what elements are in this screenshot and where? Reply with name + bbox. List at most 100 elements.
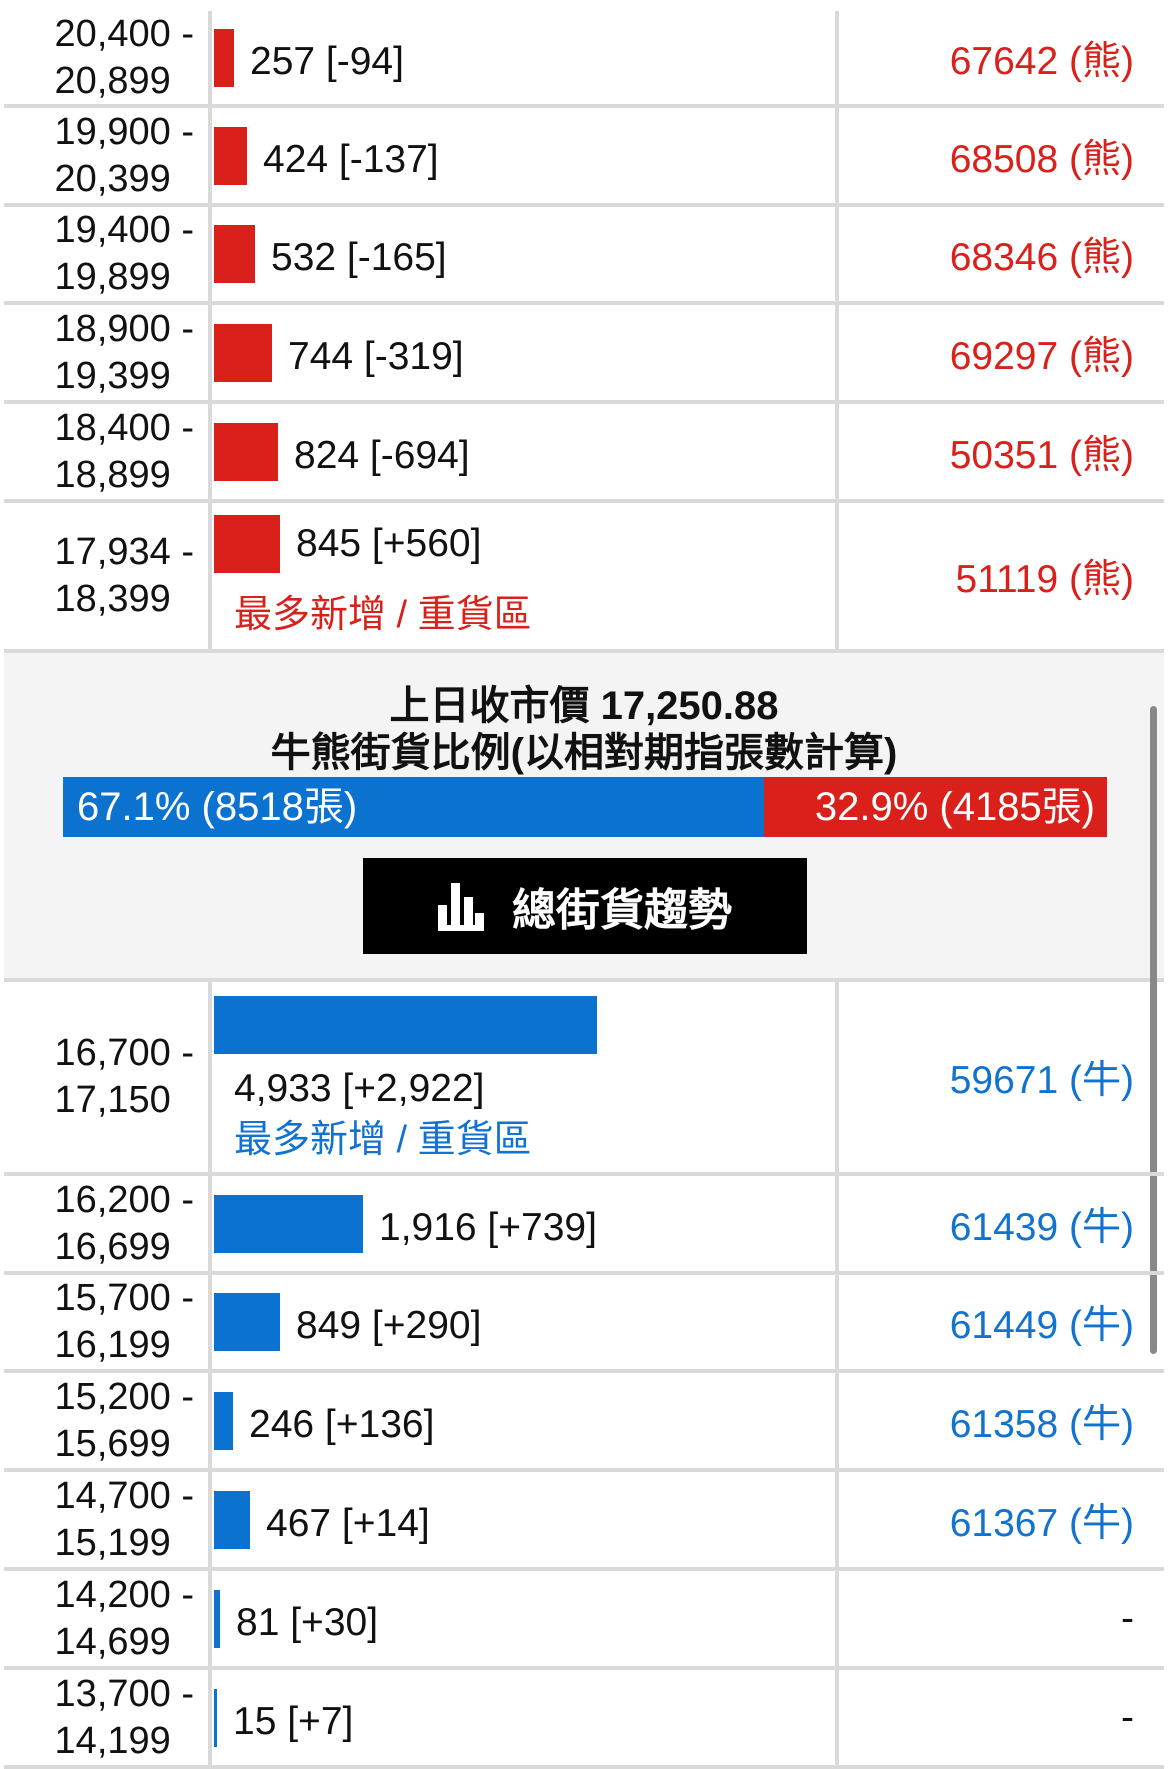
button-label: 總街貨趨勢 (512, 886, 732, 935)
bull-ratio: 67.1% (8518張) (63, 777, 764, 837)
strike-range-cell: 15,200 - 15,699 (4, 1373, 212, 1468)
outstanding-cell: 81 [+30] (212, 1571, 839, 1666)
contract-count: 51119 (熊) (955, 558, 1134, 601)
strike-range-cell: 18,900 - 19,399 (4, 305, 212, 400)
outstanding-bar (214, 29, 234, 87)
outstanding-amount: 81 [+30] (236, 1601, 379, 1644)
contract-count-cell: 61367 (牛) (839, 1472, 1164, 1567)
heavy-zone-note: 最多新增 / 重貨區 (234, 1119, 532, 1161)
strike-range-cell: 19,400 - 19,899 (4, 207, 212, 301)
contract-count: 59671 (牛) (949, 1059, 1134, 1102)
outstanding-amount: 424 [-137] (263, 138, 439, 181)
outstanding-bar (214, 324, 272, 382)
strike-range-cell: 13,700 - 14,199 (4, 1670, 212, 1765)
outstanding-amount: 744 [-319] (288, 335, 464, 378)
contract-count: - (1121, 1695, 1134, 1739)
outstanding-amount: 257 [-94] (250, 40, 404, 83)
outstanding-amount: 532 [-165] (271, 236, 447, 279)
scrollbar[interactable] (1150, 706, 1157, 1354)
contract-count-cell: 61439 (牛) (839, 1176, 1164, 1271)
outstanding-amount: 467 [+14] (266, 1502, 430, 1545)
strike-range: 19,900 - 20,399 (54, 110, 194, 200)
contract-count-cell: 61449 (牛) (839, 1275, 1164, 1369)
contract-count: 68508 (熊) (949, 137, 1134, 181)
contract-count: 69297 (熊) (949, 334, 1134, 378)
outstanding-cell: 849 [+290] (212, 1275, 839, 1369)
bull-table: 16,700 - 17,150 4,933 [+2,922] 最多新增 / 重貨區… (4, 982, 1164, 1769)
outstanding-amount: 1,916 [+739] (379, 1206, 597, 1249)
ratio-title: 牛熊街貨比例(以相對期指張數計算) (270, 731, 898, 775)
outstanding-bar (214, 1392, 233, 1450)
contract-count: 50351 (熊) (949, 433, 1134, 477)
strike-range-cell: 20,400 - 20,899 (4, 11, 212, 104)
table-row: 19,900 - 20,399 424 [-137] 68508 (熊) (4, 108, 1164, 207)
strike-range: 16,200 - 16,699 (54, 1178, 194, 1268)
outstanding-bar (214, 127, 247, 185)
table-row: 14,700 - 15,199 467 [+14] 61367 (牛) (4, 1472, 1164, 1571)
outstanding-cell: 824 [-694] (212, 404, 839, 499)
outstanding-amount: 824 [-694] (294, 434, 470, 477)
outstanding-cell: 4,933 [+2,922] 最多新增 / 重貨區 (212, 982, 839, 1172)
strike-range-cell: 14,700 - 15,199 (4, 1472, 212, 1567)
total-outstanding-trend-button[interactable]: 總街貨趨勢 (363, 858, 807, 954)
strike-range-cell: 19,900 - 20,399 (4, 108, 212, 203)
outstanding-amount: 845 [+560] (296, 522, 482, 565)
strike-range-cell: 17,934 - 18,399 (4, 503, 212, 649)
contract-count-cell: 68508 (熊) (839, 108, 1164, 203)
outstanding-cell: 424 [-137] (212, 108, 839, 203)
table-row: 20,400 - 20,899 257 [-94] 67642 (熊) (4, 11, 1164, 108)
outstanding-cell: 1,916 [+739] (212, 1176, 839, 1271)
contract-count: 61367 (牛) (949, 1501, 1134, 1545)
strike-range-cell: 14,200 - 14,699 (4, 1571, 212, 1666)
table-row: 15,200 - 15,699 246 [+136] 61358 (牛) (4, 1373, 1164, 1472)
strike-range: 18,400 - 18,899 (54, 406, 194, 496)
outstanding-cell: 257 [-94] (212, 11, 839, 104)
outstanding-bar (214, 1689, 217, 1747)
table-row: 18,400 - 18,899 824 [-694] 50351 (熊) (4, 404, 1164, 503)
outstanding-amount: 849 [+290] (296, 1304, 482, 1347)
outstanding-bar (214, 1195, 363, 1253)
contract-count-cell: - (839, 1571, 1164, 1666)
contract-count-cell: 61358 (牛) (839, 1373, 1164, 1468)
strike-range-cell: 16,700 - 17,150 (4, 982, 212, 1172)
strike-range-cell: 15,700 - 16,199 (4, 1275, 212, 1369)
strike-range-cell: 16,200 - 16,699 (4, 1176, 212, 1271)
bear-table: 20,400 - 20,899 257 [-94] 67642 (熊) 19,900… (4, 11, 1164, 653)
strike-range: 15,200 - 15,699 (54, 1375, 194, 1465)
outstanding-cell: 15 [+7] (212, 1670, 839, 1765)
strike-range: 17,934 - 18,399 (54, 531, 194, 620)
table-row: 14,200 - 14,699 81 [+30] - (4, 1571, 1164, 1670)
outstanding-cell: 467 [+14] (212, 1472, 839, 1567)
outstanding-cell: 246 [+136] (212, 1373, 839, 1468)
contract-count-cell: 51119 (熊) (839, 503, 1164, 649)
contract-count: 67642 (熊) (949, 39, 1134, 83)
bar-chart-icon (438, 883, 484, 931)
outstanding-bar (214, 996, 597, 1054)
heavy-zone-note: 最多新增 / 重貨區 (234, 594, 532, 636)
contract-count-cell: 50351 (熊) (839, 404, 1164, 499)
strike-range: 16,700 - 17,150 (54, 1032, 194, 1121)
strike-range: 14,200 - 14,699 (54, 1573, 194, 1663)
strike-range: 20,400 - 20,899 (54, 12, 194, 102)
strike-range: 15,700 - 16,199 (54, 1277, 194, 1366)
bear-ratio: 32.9% (4185張) (763, 777, 1107, 837)
strike-range: 14,700 - 15,199 (54, 1474, 194, 1564)
table-row: 19,400 - 19,899 532 [-165] 68346 (熊) (4, 207, 1164, 305)
table-row: 16,200 - 16,699 1,916 [+739] 61439 (牛) (4, 1176, 1164, 1275)
table-row: 17,934 - 18,399 845 [+560] 最多新增 / 重貨區 5111… (4, 503, 1164, 653)
contract-count-cell: 59671 (牛) (839, 982, 1164, 1172)
contract-count: 61358 (牛) (949, 1402, 1134, 1446)
outstanding-cell: 532 [-165] (212, 207, 839, 301)
outstanding-bar (214, 423, 278, 481)
strike-range: 13,700 - 14,199 (54, 1672, 194, 1762)
contract-count: - (1121, 1596, 1134, 1640)
outstanding-cell: 845 [+560] 最多新增 / 重貨區 (212, 503, 839, 649)
outstanding-amount: 4,933 [+2,922] (234, 1067, 485, 1110)
outstanding-amount: 15 [+7] (233, 1700, 354, 1743)
contract-count-cell: 69297 (熊) (839, 305, 1164, 400)
outstanding-bar (214, 515, 280, 573)
outstanding-bar (214, 1491, 250, 1549)
contract-count-cell: - (839, 1670, 1164, 1765)
previous-close: 上日收市價 17,250.88 (389, 684, 779, 728)
table-row: 16,700 - 17,150 4,933 [+2,922] 最多新增 / 重貨區… (4, 982, 1164, 1176)
